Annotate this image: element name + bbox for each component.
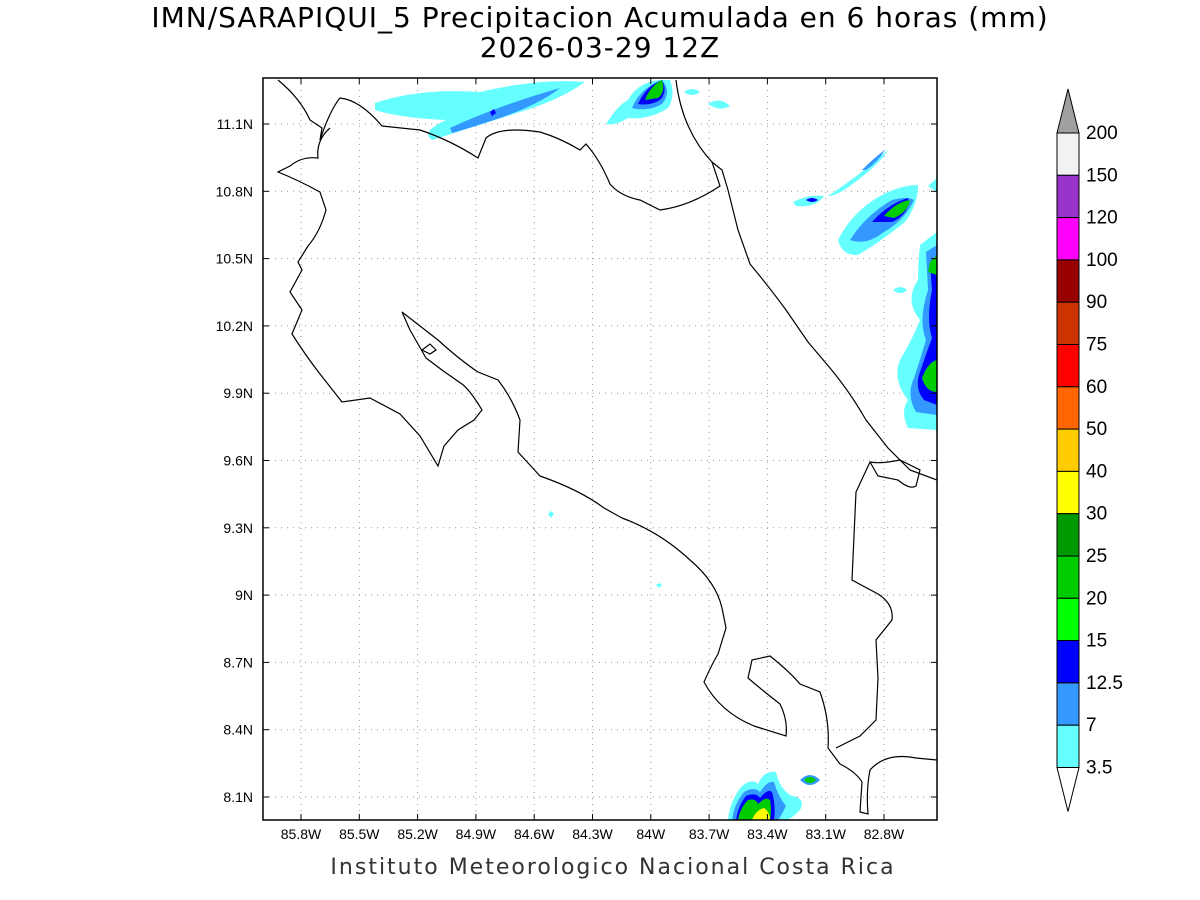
colorbar-label: 75	[1086, 335, 1107, 356]
gulf-nicoya-island	[420, 343, 437, 355]
colorbar-label: 15	[1086, 631, 1107, 652]
colorbar-swatch	[1056, 682, 1080, 726]
precip-area-s2-core	[804, 777, 816, 783]
lat-tick-label: 9.6N	[223, 453, 253, 469]
colorbar-swatch	[1056, 217, 1080, 261]
lat-tick-label: 11.1N	[217, 116, 253, 132]
map-date: 2026-03-29 12Z	[479, 31, 721, 64]
lat-tick-label: 8.1N	[223, 789, 253, 805]
colorbar-label: 100	[1086, 250, 1118, 271]
colorbar-label: 120	[1086, 208, 1118, 229]
lat-tick-label: 8.4N	[223, 722, 253, 738]
grid-lines	[263, 78, 937, 820]
precip-area-n-small	[684, 89, 700, 95]
colorbar-swatch	[1056, 555, 1080, 599]
colorbar-swatch	[1056, 259, 1080, 303]
lon-tick-label: 82.8W	[864, 826, 905, 842]
colorbar-swatch	[1056, 132, 1080, 176]
longitude-labels: 85.8W 85.5W 85.2W 84.9W 84.6W 84.3W 84W 83.7W 83…	[281, 78, 905, 842]
precip-shading	[375, 79, 937, 820]
precip-area-s-yellow	[752, 808, 770, 820]
colorbar-label: 25	[1086, 546, 1107, 567]
colorbar-swatch	[1056, 597, 1080, 642]
lon-tick-label: 84.9W	[456, 826, 497, 842]
colorbar-label: 30	[1086, 504, 1107, 525]
border-nicaragua	[277, 79, 729, 211]
colorbar-label: 150	[1086, 165, 1118, 186]
colorbar-label: 20	[1086, 588, 1107, 609]
map-title: IMN/SARAPIQUI_5 Precipitacion Acumulada …	[151, 1, 1049, 34]
lat-tick-label: 9.3N	[223, 520, 253, 536]
footer-credit: Instituto Meteorologico Nacional Costa R…	[330, 855, 896, 880]
colorbar-swatch	[1056, 344, 1080, 388]
precip-area-e-streak2	[862, 150, 885, 170]
coast-pacific-guanacaste	[276, 127, 937, 815]
colorbar-swatch	[1056, 428, 1080, 472]
lat-tick-label: 10.8N	[216, 183, 253, 199]
border-panama	[835, 459, 921, 749]
colorbar-swatch	[1056, 513, 1080, 557]
precip-area-nw-core	[450, 88, 560, 133]
colorbar-label: 200	[1086, 123, 1118, 144]
colorbar-label: 3.5	[1086, 758, 1112, 779]
colorbar-label: 60	[1086, 377, 1107, 398]
colorbar-label: 12.5	[1086, 673, 1123, 694]
lon-tick-label: 85.2W	[397, 826, 438, 842]
lon-tick-label: 84W	[636, 826, 666, 842]
colorbar-overflow-triangle	[1056, 88, 1080, 134]
precip-area-e2-green	[884, 200, 910, 218]
lat-tick-label: 9N	[235, 587, 253, 603]
precip-area-dot2	[656, 583, 662, 588]
colorbar-underflow-triangle	[1056, 767, 1080, 812]
map-frame	[262, 77, 938, 821]
coast-caribbean	[675, 79, 937, 481]
lon-tick-label: 85.8W	[281, 826, 322, 842]
colorbar-label: 50	[1086, 419, 1107, 440]
colorbar-swatch	[1056, 386, 1080, 430]
precip-area-n-small2	[708, 100, 730, 109]
precip-area-nw	[375, 81, 585, 140]
precip-area-edge-green1	[928, 255, 937, 275]
latitude-labels: 11.1N 10.8N 10.5N 10.2N 9.9N 9.6N 9.3N 9N 8.7N 8.…	[216, 116, 937, 805]
lat-tick-label: 8.7N	[223, 654, 253, 670]
colorbar-label: 90	[1086, 292, 1107, 313]
lon-tick-label: 85.5W	[339, 826, 380, 842]
colorbar-swatch	[1056, 724, 1080, 769]
precip-area-nw-dot	[490, 109, 496, 116]
lat-tick-label: 10.2N	[216, 318, 253, 334]
lon-tick-label: 83.4W	[747, 826, 788, 842]
colorbar-swatch	[1056, 301, 1080, 346]
precip-area-e2-top	[928, 178, 937, 192]
precip-area-e1-core	[806, 198, 818, 202]
precip-area-edge-small	[893, 287, 907, 293]
lat-tick-label: 9.9N	[223, 385, 253, 401]
precip-area-edge-green2	[922, 360, 937, 392]
colorbar-swatch	[1056, 174, 1080, 219]
lon-tick-label: 84.3W	[572, 826, 613, 842]
coastlines	[276, 79, 937, 815]
lon-tick-label: 84.6W	[514, 826, 555, 842]
colorbar: 200 150 120 100 90 75 60 50 40 30 25 20 15 12.5 7 3.5	[1056, 88, 1123, 812]
lon-tick-label: 83.7W	[689, 826, 730, 842]
colorbar-label: 7	[1086, 715, 1097, 736]
colorbar-swatch	[1056, 470, 1080, 515]
lon-tick-label: 83.1W	[805, 826, 846, 842]
colorbar-swatch	[1056, 640, 1080, 684]
lat-tick-label: 10.5N	[216, 251, 253, 267]
precip-area-n-green	[645, 80, 664, 100]
colorbar-label: 40	[1086, 461, 1107, 482]
precip-area-dot1	[548, 511, 554, 518]
